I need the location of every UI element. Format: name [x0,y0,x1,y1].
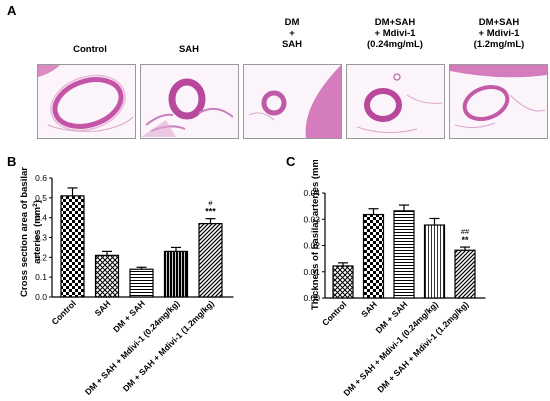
column-title-dm-sah-mdivi-high: DM+SAH + Mdivi-1 (1.2mg/mL) [473,17,525,50]
chart-b-ylabel-sup: 2 [32,203,39,207]
y-tick-label: 0.1 [35,272,47,282]
significance-label-4: *** [205,207,216,217]
panel-b-letter: B [7,154,17,169]
panel-a-letter: A [7,3,17,18]
bar-1 [94,254,120,298]
micrograph-sah [140,64,239,139]
y-tick-label: 0.04 [303,188,320,198]
bar-4 [198,223,223,298]
y-tick-label: 0.3 [35,233,47,243]
column-title-sah: SAH [178,44,200,55]
bar-2 [393,210,415,299]
bar-3 [423,224,446,299]
chart-b-ylabel-text: arteries (mm [32,207,43,264]
y-tick-label: 0.2 [35,252,47,262]
micrograph-dm-sah-mdivi-low [346,64,445,139]
y-tick-label: 0.0 [35,292,47,302]
bar-3 [163,250,189,298]
chart-c-thickness: Thickness of basilar arteries (mm) 0.00 0… [303,160,486,398]
chart-b-cross-section-area: Cross section area of basilar arteries (… [19,167,234,397]
x-tick-label-0: Control [49,298,77,326]
panel-c-letter: C [286,154,296,169]
chart-c-bars: **## [332,204,476,299]
micrograph-control [37,64,136,139]
bar-0 [332,265,354,299]
significance-label-top-4: # [208,199,213,208]
chart-c-ylabel: Thickness of basilar arteries (mm) [310,160,321,310]
micrograph-dm-sah-mdivi-high [449,64,548,139]
x-tick-label-0: Control [320,299,348,327]
x-tick-label-1: SAH [359,299,379,319]
column-title-dm-sah: DM + SAH [281,17,303,50]
chart-b-ylabel-line1: Cross section area of basilar [19,167,30,297]
significance-label-4: ** [461,235,469,245]
column-title-dm-sah-mdivi-low: DM+SAH + Mdivi-1 (0.24mg/mL) [367,17,423,50]
y-tick-label: 0.03 [303,214,320,224]
significance-label-top-4: ## [461,227,470,236]
y-tick-label: 0.00 [303,293,320,303]
bar-4 [454,249,476,299]
x-tick-label-2: DM + SAH [111,298,147,334]
x-tick-label-1: SAH [93,298,113,318]
chart-b-ylabel-line2: arteries (mm2) [32,200,43,264]
y-tick-label: 0.01 [303,267,320,277]
bar-1 [362,213,385,299]
bar-0 [60,195,85,298]
bar-2 [129,268,154,298]
micrograph-dm-sah [243,64,342,139]
column-title-control: Control [73,44,107,55]
y-tick-label: 0.4 [35,213,47,223]
y-tick-label: 0.6 [35,173,47,183]
y-tick-label: 0.5 [35,193,47,203]
chart-b-ylabel-end: ) [32,200,43,203]
chart-b-bars: ***# [60,187,223,298]
y-tick-label: 0.02 [303,241,320,251]
